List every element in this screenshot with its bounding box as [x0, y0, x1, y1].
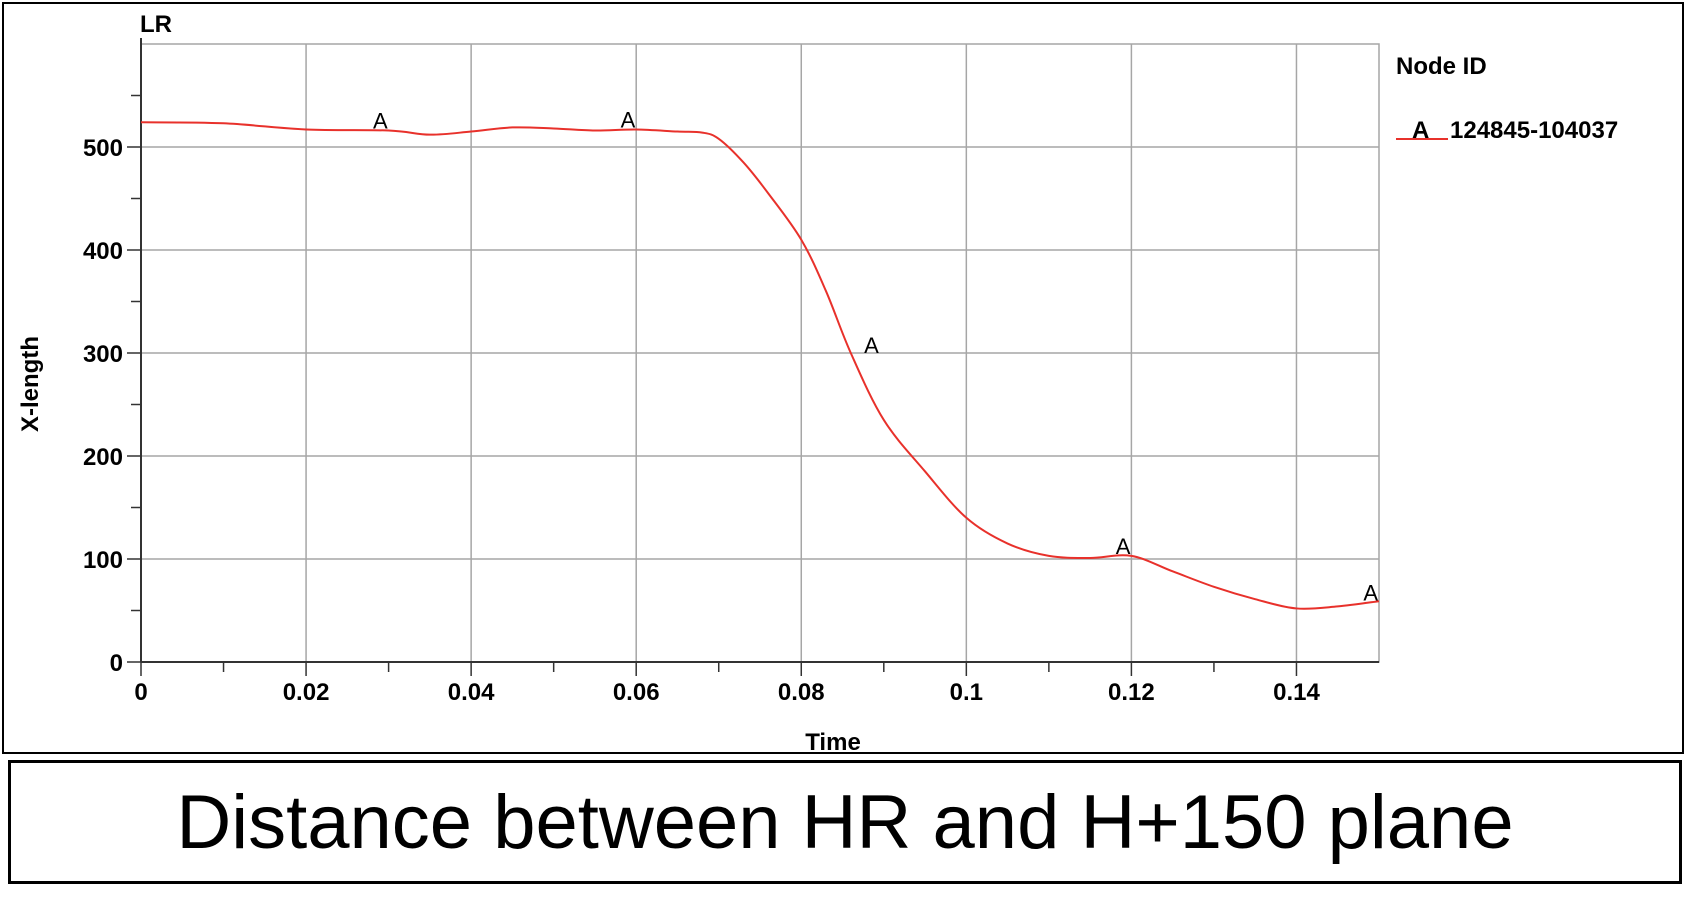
x-tick-label: 0.1	[950, 679, 983, 706]
x-tick-label: 0.14	[1273, 679, 1320, 706]
x-tick-label: 0.12	[1108, 679, 1155, 706]
series-marker-label: A	[621, 107, 636, 132]
y-tick-label: 100	[83, 547, 123, 574]
legend-title: Node ID	[1396, 53, 1487, 80]
x-tick-label: 0.02	[283, 679, 330, 706]
series-marker-label: A	[1116, 534, 1131, 559]
series-layer	[140, 121, 1380, 610]
y-tick-label: 400	[83, 238, 123, 265]
series-marker-label: A	[373, 109, 388, 134]
x-tick-label: 0.04	[448, 679, 495, 706]
axes: 0 0.02 0.04 0.06 0.08 0.1 0.12 0.14 0 100 200 300 40…	[83, 38, 1379, 706]
marker-layer: A A A A A	[373, 107, 1378, 605]
chart-title: LR	[140, 11, 172, 38]
x-tick-label: 0.08	[778, 679, 825, 706]
x-tick-label: 0	[134, 679, 147, 706]
series-marker-label: A	[1363, 580, 1378, 605]
legend-series-name: 124845-104037	[1450, 117, 1618, 144]
y-tick-label: 500	[83, 135, 123, 162]
caption-box: Distance between HR and H+150 plane	[8, 760, 1682, 884]
legend: Node ID A 124845-104037	[1396, 53, 1618, 144]
y-tick-label: 0	[110, 650, 123, 677]
line-chart: LR 0 0.02 0.04 0.06 0.08 0.1 0.12 0.14 0 100 200 30…	[17, 11, 1618, 756]
legend-marker-label: A	[1412, 117, 1429, 144]
x-tick-label: 0.06	[613, 679, 660, 706]
y-axis-label: X-length	[17, 336, 44, 432]
caption-text: Distance between HR and H+150 plane	[176, 779, 1514, 865]
series-line	[140, 121, 1380, 610]
grid	[140, 43, 1380, 663]
series-marker-label: A	[864, 333, 879, 358]
y-tick-label: 200	[83, 444, 123, 471]
x-axis-label: Time	[805, 729, 861, 752]
y-tick-label: 300	[83, 341, 123, 368]
chart-frame: LR 0 0.02 0.04 0.06 0.08 0.1 0.12 0.14 0 100 200 30…	[2, 2, 1684, 756]
